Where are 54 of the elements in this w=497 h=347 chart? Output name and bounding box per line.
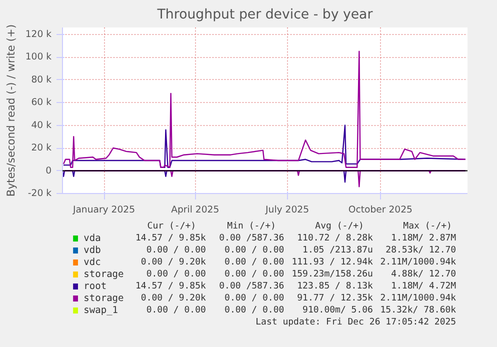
text: 4.88k/ 12.70	[391, 270, 456, 280]
text: 2.11M/1000.94k	[380, 294, 457, 304]
text: 91.77 / 12.35k	[297, 294, 374, 304]
text: 0.00 /587.36	[219, 282, 284, 292]
text: 14.57 / 9.85k	[135, 282, 206, 292]
text: 0.00 / 9.20k	[140, 294, 206, 304]
y-tick-label: -20 k	[28, 188, 52, 199]
legend-label: swap_1	[84, 305, 118, 316]
y-tick-label: 120 k	[25, 28, 52, 40]
text: 0.00 / 0.00	[224, 294, 284, 304]
legend-label: root	[84, 281, 107, 292]
legend-label: storage	[84, 293, 124, 304]
y-tick-label: 100 k	[25, 52, 52, 63]
text: 15.32k/ 78.60k	[380, 306, 457, 316]
text: 1.18M/ 4.72M	[391, 282, 457, 292]
text: Avg (-/+)	[315, 222, 364, 232]
text: 14.57 / 9.85k	[135, 234, 206, 244]
text: 0.00 / 0.00	[146, 270, 206, 280]
y-tick-label: 80 k	[31, 74, 52, 86]
text: 123.85 / 8.13k	[297, 282, 374, 292]
text: 0.00 / 0.00	[146, 246, 206, 256]
text: 0.00 / 0.00	[146, 306, 206, 316]
text: Min (-/+)	[227, 222, 276, 232]
legend-label: vdc	[84, 257, 101, 268]
chart-title: Throughput per device - by year	[156, 8, 374, 22]
text: Last update: Fri Dec 26 17:05:42 2025	[256, 318, 456, 328]
text: 0.00 / 9.20k	[140, 258, 206, 268]
y-axis-title: Bytes/second read (-) / write (+)	[4, 24, 18, 197]
text: 1.05 /213.87u	[302, 246, 373, 256]
text: 910.00m/ 5.06	[302, 306, 373, 316]
y-tick-label: 60 k	[31, 97, 52, 108]
text: 0.00 /587.36	[219, 234, 284, 244]
text: 0.00 / 0.00	[224, 306, 284, 316]
x-tick-label: July 2025	[264, 204, 310, 216]
y-tick-label: 40 k	[31, 120, 52, 131]
text: Max (-/+)	[403, 222, 452, 232]
text: 1.18M/ 2.87M	[391, 234, 457, 244]
text: Cur (-/+)	[147, 222, 196, 232]
x-tick-label: April 2025	[171, 204, 220, 216]
text: 28.53k/ 12.70	[386, 246, 456, 256]
legend-label: vda	[84, 233, 101, 244]
x-tick-label: January 2025	[72, 204, 136, 216]
legend-label: storage	[84, 269, 124, 280]
text: 159.23m/158.26u	[292, 270, 373, 280]
legend-label: vdb	[84, 245, 102, 256]
text: 110.72 / 8.28k	[297, 234, 374, 244]
x-tick-label: October 2025	[348, 204, 413, 216]
text: 2.11M/1000.94k	[380, 258, 457, 268]
text: 111.93 / 12.94k	[292, 258, 374, 268]
y-tick-label: 20 k	[31, 142, 52, 154]
y-tick-label: 0	[46, 165, 52, 176]
text: 0.00 / 0.00	[224, 246, 284, 256]
text: 0.00 / 0.00	[224, 270, 284, 280]
text: 0.00 / 0.00	[224, 258, 284, 268]
